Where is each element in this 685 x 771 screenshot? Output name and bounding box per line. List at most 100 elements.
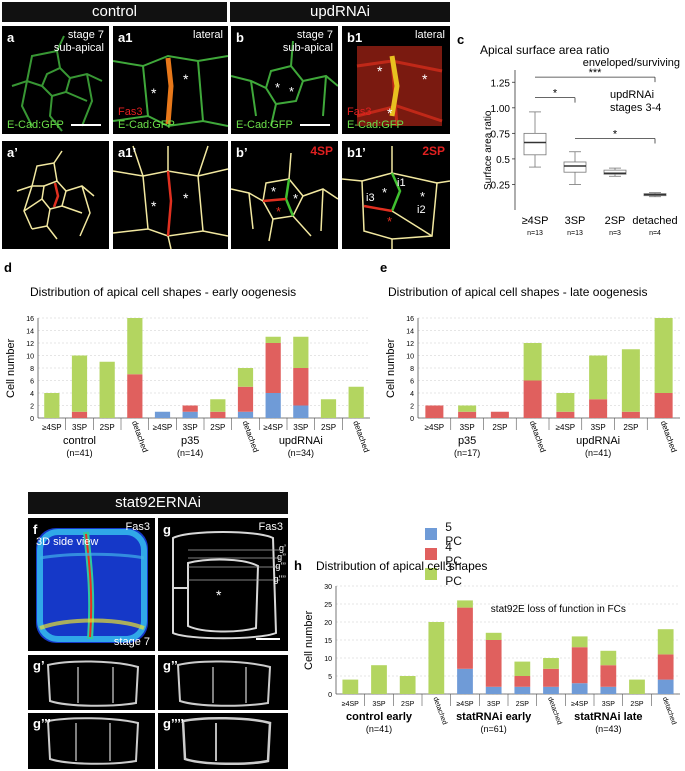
- y-tick-label: 12: [406, 341, 414, 348]
- tracing-image: [16, 150, 95, 240]
- group-n-label: (n=17): [454, 448, 480, 458]
- chart-annotation: stat92E loss of function in FCs: [491, 604, 626, 615]
- heatmap-image: [28, 518, 155, 651]
- bar-segment: [425, 405, 444, 418]
- y-tick-label: 10: [26, 354, 34, 361]
- y-tick-label: 10: [324, 656, 332, 663]
- group-label: updRNAi: [576, 435, 620, 447]
- bar-segment: [342, 679, 359, 694]
- panel-label: h: [294, 558, 302, 573]
- svg-text:*: *: [275, 80, 280, 95]
- x-tick-label: detached: [431, 696, 447, 726]
- section-image: [181, 716, 272, 766]
- x-tick-label: 2SP: [210, 423, 225, 432]
- bar-segment: [654, 318, 673, 393]
- svg-text:*: *: [151, 198, 157, 214]
- x-tick-label: 3SP: [460, 423, 475, 432]
- chart-annotation: updRNAi: [610, 89, 654, 101]
- i3-label: i3: [366, 192, 375, 204]
- bar-segment: [265, 343, 281, 393]
- x-tick-label: detached: [528, 420, 548, 454]
- g-line-label: g’’’: [275, 561, 286, 571]
- svg-text:*: *: [420, 189, 425, 204]
- bar-segment: [458, 405, 477, 412]
- x-tick-label: 2SP: [623, 423, 638, 432]
- y-tick-label: 16: [406, 316, 414, 323]
- bar-segment: [237, 386, 254, 412]
- panel-g-fas3: Fas3: [258, 521, 283, 533]
- panel-g4-label: g’’’’: [163, 716, 184, 731]
- svg-text:*: *: [151, 85, 157, 101]
- panel-a1: * * a1 lateral Fas3 E-Cad:GFP: [113, 26, 228, 134]
- bar-segment: [182, 405, 198, 412]
- bar-segment: [543, 658, 559, 669]
- bar-segment: [399, 676, 416, 694]
- g-line-label: g’: [278, 543, 286, 553]
- bar-segment: [348, 386, 364, 418]
- x-tick-label: detached: [632, 215, 677, 227]
- panel-g3: g’’’: [28, 713, 155, 769]
- bar-segment: [371, 665, 387, 694]
- panel-a1-fas3: Fas3: [118, 106, 143, 118]
- panel-a1-label: a1: [118, 30, 133, 45]
- tracing-image: i1 i2 i3 * * *: [342, 146, 450, 249]
- group-label: control early: [346, 711, 413, 723]
- bar-segment: [265, 336, 281, 343]
- panel-g-label: g: [163, 522, 171, 537]
- panel-f-fas3: Fas3: [125, 521, 150, 533]
- y-tick-label: 0: [410, 416, 414, 423]
- bar-segment: [571, 647, 588, 684]
- bar-segment: [514, 661, 531, 676]
- panel-g2-label: g’’: [163, 658, 178, 673]
- x-tick-label: ≥4SP: [456, 701, 473, 708]
- x-tick-label: detached: [130, 420, 150, 454]
- y-tick-label: 14: [26, 329, 34, 336]
- group-n-label: (n=43): [595, 724, 621, 734]
- y-axis-label: Cell number: [5, 338, 17, 398]
- panel-a1-prime-label: a1’: [118, 145, 137, 160]
- chart-title: Apical surface area ratio: [480, 43, 610, 57]
- panel-a-label: a: [7, 30, 15, 45]
- n-label: n=4: [649, 230, 661, 237]
- panel-a-prime: a’: [2, 141, 109, 249]
- lateral-image: * * *: [356, 46, 443, 127]
- group-n-label: (n=61): [481, 724, 507, 734]
- group-n-label: (n=41): [366, 724, 392, 734]
- panel-a: a stage 7 sub-apical E-Cad:GFP: [2, 26, 109, 134]
- legend-item: 5 PC: [425, 520, 466, 548]
- fas3-image: *: [172, 531, 280, 640]
- scale-bar: [300, 124, 330, 126]
- bar-segment: [99, 361, 115, 418]
- box: [603, 169, 627, 175]
- y-tick-label: 0: [30, 416, 34, 423]
- i1-label: i1: [397, 177, 406, 189]
- svg-text:*: *: [183, 71, 189, 87]
- bar-segment: [237, 368, 254, 387]
- y-tick-label: 6: [30, 379, 34, 386]
- x-tick-label: ≥4SP: [571, 701, 588, 708]
- x-tick-label: 2SP: [100, 423, 115, 432]
- x-tick-label: ≥4SP: [425, 423, 445, 432]
- y-tick-label: 12: [26, 341, 34, 348]
- chart-h: h Distribution of apical cell shapes stat9…: [294, 558, 680, 734]
- x-tick-label: 2SP: [401, 701, 415, 708]
- y-tick-label: 1.00: [491, 104, 511, 115]
- panel-a-stage: stage 7: [67, 29, 104, 41]
- bar-segment: [485, 632, 502, 640]
- bar-segment: [44, 393, 60, 418]
- panel-b-subapical: sub-apical: [282, 42, 333, 54]
- bar-segment: [621, 349, 640, 412]
- y-tick-label: 0: [328, 692, 332, 699]
- y-tick-label: 8: [410, 366, 414, 373]
- cell-outline-image: [11, 35, 103, 132]
- bar-segment: [556, 393, 575, 412]
- x-tick-label: 3SP: [372, 701, 386, 708]
- svg-text:*: *: [216, 587, 222, 603]
- y-tick-label: 16: [26, 316, 34, 323]
- panel-b1-prime: i1 i2 i3 * * * b1’ 2SP: [342, 141, 450, 249]
- tag-4sp: 4SP: [310, 144, 333, 158]
- legend-item: 3 PC: [425, 560, 466, 588]
- x-tick-label: detached: [241, 420, 261, 454]
- scale-bar: [71, 124, 101, 126]
- panel-a-prime-label: a’: [7, 145, 18, 160]
